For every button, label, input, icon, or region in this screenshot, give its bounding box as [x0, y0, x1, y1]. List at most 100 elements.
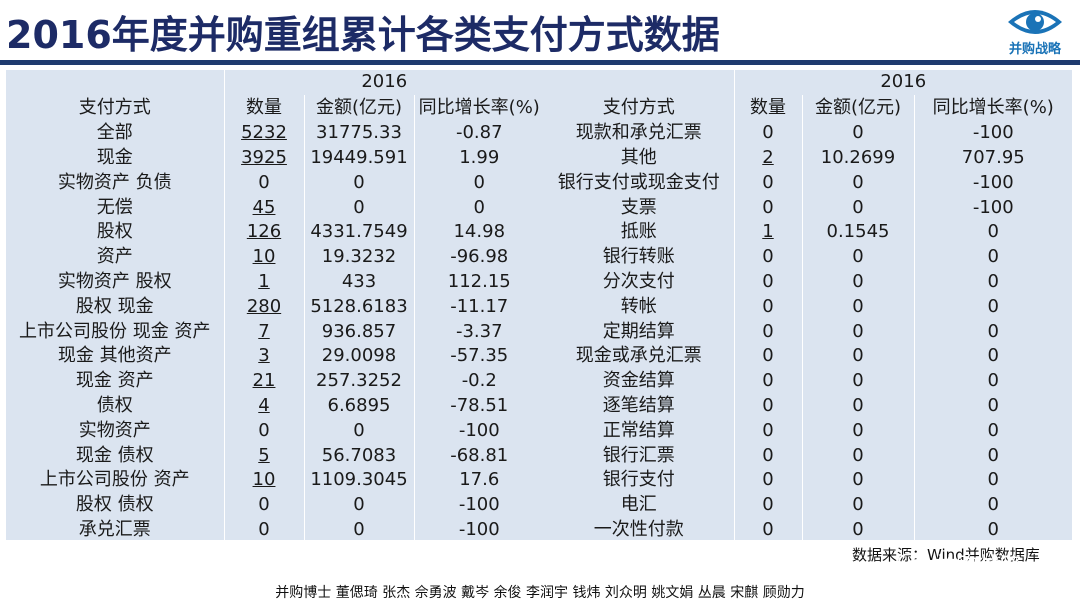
amount-cell-text: 56.7083: [321, 444, 397, 466]
growth-rate-cell: 0: [914, 245, 1072, 270]
count-cell-text[interactable]: 3: [258, 345, 270, 367]
growth-rate-cell: 0: [914, 468, 1072, 493]
count-cell-text[interactable]: 10: [252, 246, 276, 268]
growth-rate-cell-text: 14.98: [453, 221, 506, 243]
payment-method-cell: 资产: [6, 244, 225, 270]
growth-rate-cell: 17.6: [414, 468, 544, 493]
growth-rate-cell: -57.35: [414, 344, 544, 369]
count-cell: 3: [224, 343, 305, 369]
left-year-header: 2016: [361, 71, 408, 93]
growth-rate-cell: -11.17: [414, 294, 544, 319]
count-cell-text[interactable]: 1: [258, 270, 270, 292]
count-cell: 126: [224, 219, 305, 245]
count-cell-text[interactable]: 10: [252, 469, 276, 491]
amount-cell: 19.3232: [304, 244, 415, 270]
table-row: 资金结算 0 0 0: [544, 368, 1072, 394]
count-cell-text[interactable]: 45: [252, 196, 276, 218]
growth-rate-cell: 0: [414, 195, 544, 220]
table-row: 正常结算 0 0 0: [544, 418, 1072, 444]
count-cell: 45: [224, 195, 305, 220]
growth-rate-cell-text: 0: [987, 221, 999, 243]
payment-method-cell-text: 股权: [96, 221, 133, 243]
count-cell: 3925: [224, 145, 305, 171]
payment-method-cell: 银行支付: [544, 467, 735, 493]
left-column-headers: 支付方式 数量 金额(亿元) 同比增长率(%): [6, 94, 544, 121]
payment-method-cell-text: 逐笔结算: [602, 394, 675, 416]
payment-method-cell: 现金: [6, 145, 225, 171]
amount-cell: 6.6895: [304, 393, 415, 419]
count-cell-text: 0: [762, 469, 774, 491]
watermark-text: 并购战略: [934, 554, 1023, 579]
payment-method-cell: 承兑汇票: [6, 517, 225, 543]
amount-cell-text: 4331.7549: [310, 221, 408, 243]
table-row: 债权 4 6.6895 -78.51: [6, 393, 544, 419]
wechat-watermark: 并购战略: [898, 548, 1022, 580]
amount-cell: 0: [802, 393, 915, 419]
amount-cell: 0: [304, 492, 415, 518]
growth-rate-cell: -0.87: [414, 121, 544, 146]
count-cell-text[interactable]: 21: [252, 370, 276, 392]
growth-rate-cell: 1.99: [414, 146, 544, 171]
count-cell-text: 0: [762, 246, 774, 268]
growth-rate-cell: -100: [914, 170, 1072, 195]
count-cell: 0: [734, 195, 803, 220]
count-cell: 0: [734, 418, 803, 444]
count-cell: 0: [734, 319, 803, 344]
table-row: 分次支付 0 0 0: [544, 269, 1072, 295]
amount-cell: 0: [304, 170, 415, 196]
amount-cell-text: 0: [852, 246, 864, 268]
payment-method-cell-text: 现金 其他资产: [57, 345, 172, 367]
count-cell-text: 0: [762, 270, 774, 292]
growth-rate-cell: 0: [914, 344, 1072, 369]
count-cell: 0: [734, 244, 803, 270]
amount-cell-text: 936.857: [321, 320, 397, 342]
amount-cell-text: 0: [852, 345, 864, 367]
count-cell-text[interactable]: 7: [258, 320, 270, 342]
amount-cell-text: 0: [353, 196, 365, 218]
count-cell: 0: [734, 443, 803, 468]
growth-rate-cell: -100: [414, 493, 544, 518]
growth-rate-cell-text: 0: [987, 394, 999, 416]
right-table-panel: 2016 支付方式 数量 金额(亿元) 同比增长率(%) 现款和承兑汇票 0 0 -1…: [544, 70, 1072, 543]
amount-cell-text: 0: [852, 370, 864, 392]
count-cell-text[interactable]: 280: [246, 295, 282, 317]
amount-cell-text: 0: [852, 419, 864, 441]
growth-rate-cell-text: -100: [458, 518, 500, 540]
growth-rate-cell: 0: [914, 518, 1072, 543]
count-cell-text[interactable]: 4: [258, 394, 270, 416]
table-row: 现款和承兑汇票 0 0 -100: [544, 120, 1072, 146]
payment-method-cell: 无偿: [6, 195, 225, 220]
count-cell-text: 0: [762, 320, 774, 342]
table-row: 定期结算 0 0 0: [544, 319, 1072, 344]
count-cell-text[interactable]: 126: [246, 221, 282, 243]
growth-rate-cell: 0: [914, 394, 1072, 419]
payment-method-cell: 定期结算: [544, 319, 735, 344]
payment-method-cell-text: 实物资产 股权: [57, 270, 172, 292]
payment-method-cell-text: 现款和承兑汇票: [575, 122, 702, 144]
amount-cell-text: 0: [852, 518, 864, 540]
count-cell-text[interactable]: 3925: [241, 146, 287, 168]
right-header-count: 数量: [734, 94, 803, 121]
payment-method-cell: 实物资产: [6, 418, 225, 444]
payment-method-cell-text: 定期结算: [602, 320, 675, 342]
table-row: 一次性付款 0 0 0: [544, 517, 1072, 543]
count-cell-text: 0: [762, 370, 774, 392]
payment-method-cell: 现金 资产: [6, 368, 225, 394]
count-cell: 0: [734, 467, 803, 493]
count-cell-text[interactable]: 1: [762, 221, 774, 243]
growth-rate-cell-text: 0: [987, 295, 999, 317]
table-row: 银行转账 0 0 0: [544, 244, 1072, 270]
payment-method-cell-text: 电汇: [620, 494, 657, 516]
growth-rate-cell: 14.98: [414, 220, 544, 245]
amount-cell-text: 0: [852, 196, 864, 218]
table-row: 逐笔结算 0 0 0: [544, 393, 1072, 419]
amount-cell: 31775.33: [304, 120, 415, 146]
table-row: 承兑汇票 0 0 -100: [6, 517, 544, 543]
payment-method-cell: 股权 债权: [6, 492, 225, 518]
count-cell-text[interactable]: 5: [258, 444, 270, 466]
amount-cell: 0: [802, 195, 915, 220]
count-cell: 7: [224, 319, 305, 344]
count-cell-text[interactable]: 2: [762, 146, 774, 168]
amount-cell: 5128.6183: [304, 294, 415, 320]
count-cell-text[interactable]: 5232: [241, 122, 287, 144]
